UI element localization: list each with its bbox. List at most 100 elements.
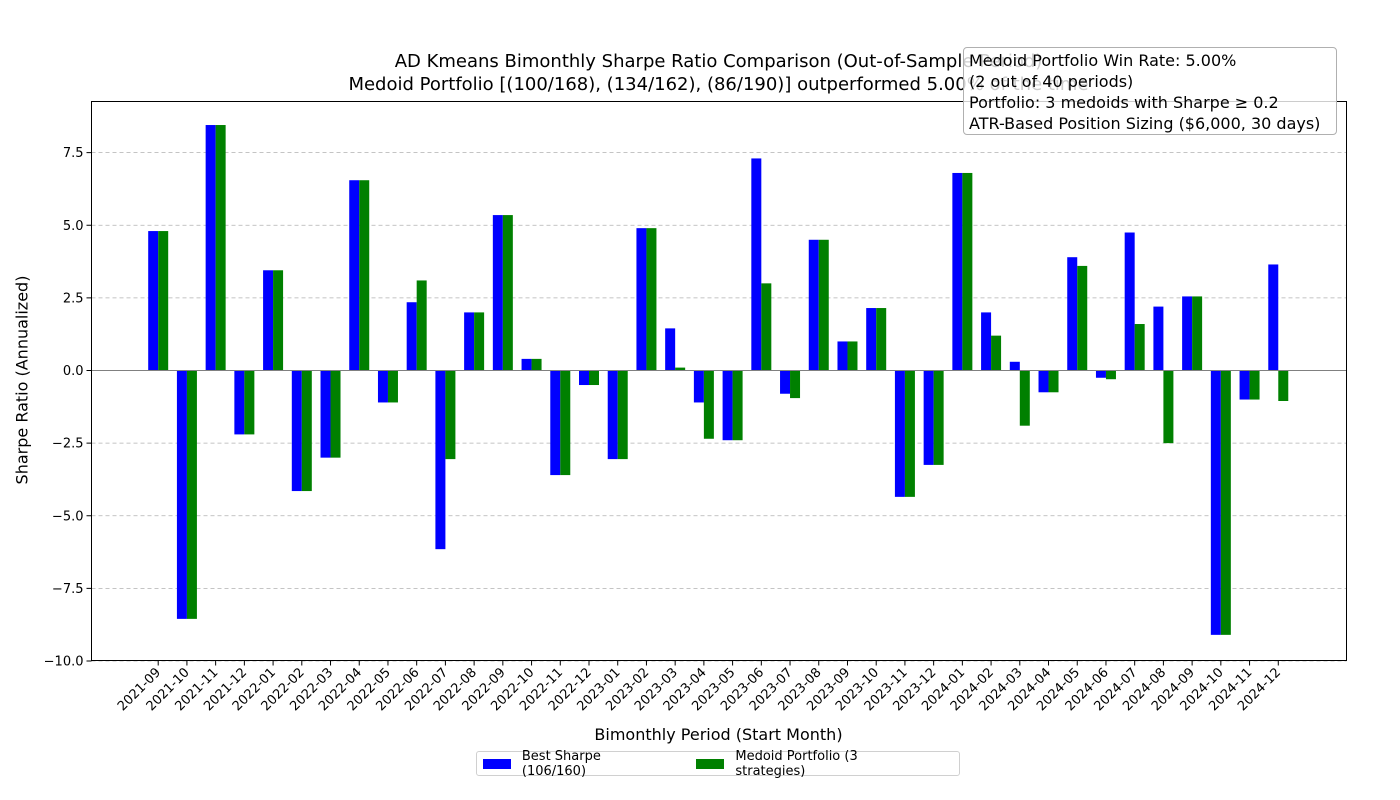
bar-best-sharpe bbox=[406, 302, 417, 371]
y-tick-label: 5.0 bbox=[63, 219, 84, 234]
bar-best-sharpe bbox=[1009, 361, 1020, 371]
bar-medoid-portfolio bbox=[186, 370, 197, 619]
bar-best-sharpe bbox=[1182, 296, 1193, 371]
bar-best-sharpe bbox=[894, 370, 905, 497]
bar-best-sharpe bbox=[1124, 232, 1135, 371]
bar-medoid-portfolio bbox=[732, 370, 743, 441]
bar-best-sharpe bbox=[464, 312, 475, 371]
annotation-line: Portfolio: 3 medoids with Sharpe ≥ 0.2 bbox=[969, 93, 1279, 112]
bar-best-sharpe bbox=[693, 370, 704, 403]
bar-medoid-portfolio bbox=[991, 335, 1002, 371]
bar-medoid-portfolio bbox=[445, 370, 456, 460]
bar-medoid-portfolio bbox=[416, 280, 427, 371]
y-tick-label: −2.5 bbox=[52, 437, 84, 452]
legend-item-medoid-portfolio: Medoid Portfolio (3 strategies) bbox=[696, 749, 931, 779]
bar-medoid-portfolio bbox=[474, 312, 485, 371]
bar-medoid-portfolio bbox=[531, 358, 542, 371]
bar-medoid-portfolio bbox=[818, 239, 829, 371]
bars bbox=[148, 125, 1289, 635]
bar-medoid-portfolio bbox=[560, 370, 571, 476]
y-axis-label: Sharpe Ratio (Annualized) bbox=[12, 275, 32, 485]
chart-subtitle: Medoid Portfolio [(100/168), (134/162), … bbox=[348, 74, 1089, 95]
bar-medoid-portfolio bbox=[1134, 324, 1145, 371]
bar-best-sharpe bbox=[435, 370, 446, 550]
bar-medoid-portfolio bbox=[359, 180, 370, 371]
y-axis: 7.5 5.0 2.5 0.0 −2.5 −5.0 −7.5 −10.0 bbox=[44, 146, 92, 670]
annotation-box: Medoid Portfolio Win Rate: 5.00% (2 out … bbox=[963, 47, 1337, 135]
bar-best-sharpe bbox=[952, 172, 963, 371]
bar-best-sharpe bbox=[636, 228, 647, 371]
bar-medoid-portfolio bbox=[1192, 296, 1203, 371]
y-tick-label: 0.0 bbox=[63, 364, 84, 379]
bar-medoid-portfolio bbox=[675, 367, 686, 371]
bar-best-sharpe bbox=[751, 158, 762, 371]
bar-medoid-portfolio bbox=[1077, 265, 1088, 371]
legend-label: Best Sharpe (106/160) bbox=[521, 748, 601, 779]
bar-best-sharpe bbox=[291, 370, 302, 492]
chart-title: AD Kmeans Bimonthly Sharpe Ratio Compari… bbox=[394, 51, 1043, 72]
bar-best-sharpe bbox=[234, 370, 245, 435]
bar-medoid-portfolio bbox=[933, 370, 944, 465]
legend-swatch-medoid-portfolio bbox=[696, 758, 725, 769]
bar-medoid-portfolio bbox=[1249, 370, 1260, 400]
bar-medoid-portfolio bbox=[646, 228, 657, 371]
bar-best-sharpe bbox=[492, 215, 503, 371]
bar-medoid-portfolio bbox=[502, 215, 513, 371]
bar-best-sharpe bbox=[780, 370, 791, 394]
bar-best-sharpe bbox=[1268, 264, 1279, 371]
bar-medoid-portfolio bbox=[1163, 370, 1174, 444]
bar-best-sharpe bbox=[981, 312, 992, 371]
bar-medoid-portfolio bbox=[158, 231, 169, 371]
bar-best-sharpe bbox=[1067, 257, 1078, 371]
y-tick-label: 7.5 bbox=[63, 146, 84, 161]
legend-label: Medoid Portfolio (3 strategies) bbox=[735, 748, 858, 779]
bar-medoid-portfolio bbox=[703, 370, 714, 439]
bar-medoid-portfolio bbox=[761, 283, 772, 371]
bar-best-sharpe bbox=[837, 341, 848, 371]
bar-best-sharpe bbox=[205, 125, 216, 371]
bar-medoid-portfolio bbox=[387, 370, 398, 403]
bar-best-sharpe bbox=[148, 231, 159, 371]
bar-medoid-portfolio bbox=[1019, 370, 1030, 426]
annotation-line: (2 out of 40 periods) bbox=[969, 72, 1134, 91]
legend-swatch-best-sharpe bbox=[483, 758, 511, 769]
bar-best-sharpe bbox=[722, 370, 733, 441]
bar-medoid-portfolio bbox=[876, 308, 887, 371]
bar-best-sharpe bbox=[866, 308, 877, 371]
bar-medoid-portfolio bbox=[904, 370, 915, 497]
bar-medoid-portfolio bbox=[273, 270, 284, 371]
bar-best-sharpe bbox=[349, 180, 360, 371]
bar-medoid-portfolio bbox=[617, 370, 628, 460]
y-tick-label: 2.5 bbox=[63, 291, 84, 306]
plot-frame bbox=[91, 101, 1347, 661]
bar-best-sharpe bbox=[1210, 370, 1221, 635]
bar-best-sharpe bbox=[607, 370, 618, 460]
bar-best-sharpe bbox=[1095, 370, 1106, 378]
bar-medoid-portfolio bbox=[1278, 370, 1289, 402]
bar-best-sharpe bbox=[550, 370, 561, 476]
bar-best-sharpe bbox=[665, 328, 676, 371]
annotation-line: ATR-Based Position Sizing ($6,000, 30 da… bbox=[969, 114, 1321, 133]
bar-best-sharpe bbox=[176, 370, 187, 619]
y-tick-label: −5.0 bbox=[52, 509, 84, 524]
bar-best-sharpe bbox=[579, 370, 589, 386]
bar-medoid-portfolio bbox=[589, 370, 599, 386]
grid-lines bbox=[91, 152, 1347, 662]
bar-medoid-portfolio bbox=[1105, 370, 1116, 380]
bar-best-sharpe bbox=[263, 270, 274, 371]
y-tick-label: −10.0 bbox=[44, 655, 84, 670]
bar-medoid-portfolio bbox=[330, 370, 341, 458]
bar-best-sharpe bbox=[1239, 370, 1250, 400]
bar-best-sharpe bbox=[923, 370, 934, 465]
bar-medoid-portfolio bbox=[1220, 370, 1231, 635]
bar-medoid-portfolio bbox=[847, 341, 858, 371]
bar-best-sharpe bbox=[1153, 306, 1164, 371]
bar-medoid-portfolio bbox=[215, 125, 226, 371]
bar-best-sharpe bbox=[1038, 370, 1049, 393]
bar-best-sharpe bbox=[320, 370, 331, 458]
x-axis-label: Bimonthly Period (Start Month) bbox=[594, 725, 843, 744]
x-axis: 2021-092021-102021-112021-122022-012022-… bbox=[115, 660, 1284, 714]
bar-medoid-portfolio bbox=[962, 172, 973, 371]
bar-best-sharpe bbox=[808, 239, 819, 371]
